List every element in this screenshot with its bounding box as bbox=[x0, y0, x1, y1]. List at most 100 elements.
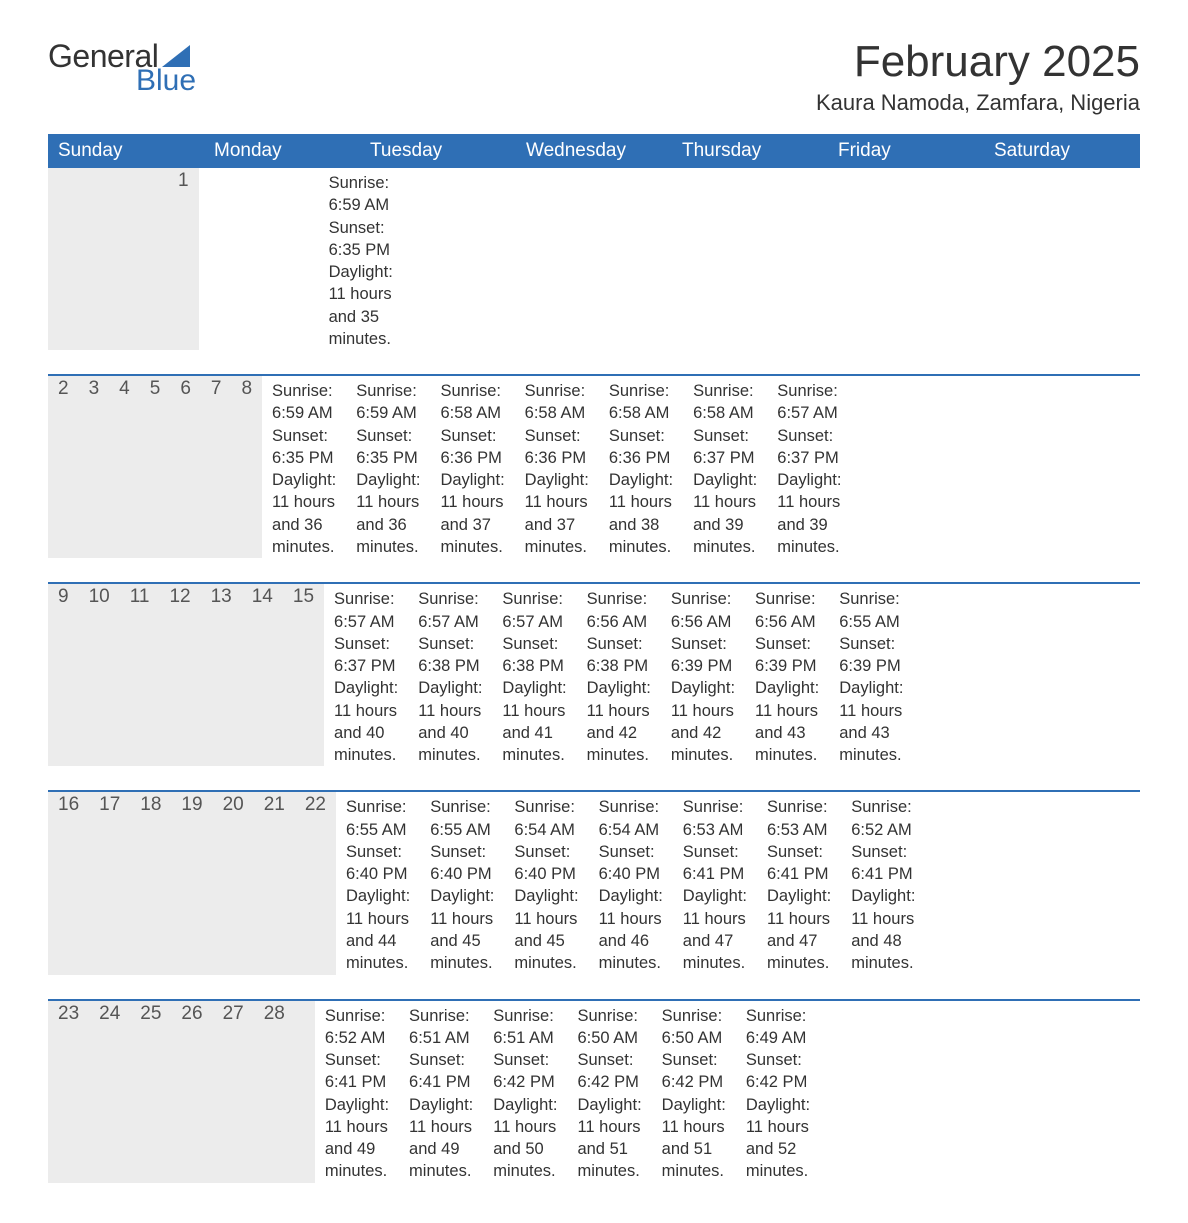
daylight1-text: Daylight: 11 hours bbox=[430, 885, 494, 930]
daylight1-text: Daylight: 11 hours bbox=[525, 469, 589, 514]
sunset-text: Sunset: 6:42 PM bbox=[577, 1049, 641, 1094]
daylight1-text: Daylight: 11 hours bbox=[671, 677, 735, 722]
day-number bbox=[108, 168, 128, 350]
daylight2-text: and 41 minutes. bbox=[502, 722, 566, 767]
daylight2-text: and 51 minutes. bbox=[577, 1138, 641, 1183]
logo-text-blue: Blue bbox=[136, 66, 196, 96]
day-cell: Sunrise: 6:52 AMSunset: 6:41 PMDaylight:… bbox=[315, 1001, 399, 1183]
sunrise-text: Sunrise: 6:58 AM bbox=[440, 380, 504, 425]
daylight1-text: Daylight: 11 hours bbox=[440, 469, 504, 514]
sunrise-text: Sunrise: 6:54 AM bbox=[514, 796, 578, 841]
day-number: 28 bbox=[254, 1001, 295, 1183]
sunset-text: Sunset: 6:38 PM bbox=[587, 633, 651, 678]
sunset-text: Sunset: 6:35 PM bbox=[272, 425, 336, 470]
daylight1-text: Daylight: 11 hours bbox=[599, 885, 663, 930]
day-cell: Sunrise: 6:52 AMSunset: 6:41 PMDaylight:… bbox=[841, 792, 925, 974]
day-cell: Sunrise: 6:58 AMSunset: 6:37 PMDaylight:… bbox=[683, 376, 767, 558]
daylight2-text: and 36 minutes. bbox=[272, 514, 336, 559]
daylight1-text: Daylight: 11 hours bbox=[662, 1094, 726, 1139]
calendar-week: 9101112131415Sunrise: 6:57 AMSunset: 6:3… bbox=[48, 582, 1140, 766]
day-cell bbox=[199, 168, 219, 350]
daylight2-text: and 49 minutes. bbox=[325, 1138, 389, 1183]
daylight2-text: and 45 minutes. bbox=[514, 930, 578, 975]
day-cell: Sunrise: 6:53 AMSunset: 6:41 PMDaylight:… bbox=[757, 792, 841, 974]
day-cell: Sunrise: 6:51 AMSunset: 6:41 PMDaylight:… bbox=[399, 1001, 483, 1183]
sunset-text: Sunset: 6:36 PM bbox=[525, 425, 589, 470]
day-number: 26 bbox=[171, 1001, 212, 1183]
sunset-text: Sunset: 6:40 PM bbox=[514, 841, 578, 886]
day-number bbox=[68, 168, 88, 350]
daylight1-text: Daylight: 11 hours bbox=[777, 469, 841, 514]
daynum-row: 1 bbox=[48, 168, 199, 350]
sunrise-text: Sunrise: 6:56 AM bbox=[671, 588, 735, 633]
weekday-label: Monday bbox=[204, 134, 360, 168]
daylight1-text: Daylight: 11 hours bbox=[746, 1094, 810, 1139]
sunrise-text: Sunrise: 6:52 AM bbox=[325, 1005, 389, 1050]
daylight2-text: and 43 minutes. bbox=[839, 722, 903, 767]
daylight1-text: Daylight: 11 hours bbox=[683, 885, 747, 930]
day-number: 9 bbox=[48, 584, 79, 766]
day-number: 27 bbox=[213, 1001, 254, 1183]
daylight2-text: and 48 minutes. bbox=[851, 930, 915, 975]
weekday-label: Wednesday bbox=[516, 134, 672, 168]
day-cell: Sunrise: 6:59 AMSunset: 6:35 PMDaylight:… bbox=[346, 376, 430, 558]
sunrise-text: Sunrise: 6:56 AM bbox=[587, 588, 651, 633]
sunrise-text: Sunrise: 6:55 AM bbox=[346, 796, 410, 841]
daylight2-text: and 40 minutes. bbox=[334, 722, 398, 767]
weekday-header-row: Sunday Monday Tuesday Wednesday Thursday… bbox=[48, 134, 1140, 168]
daylight2-text: and 45 minutes. bbox=[430, 930, 494, 975]
calendar-week: 2345678Sunrise: 6:59 AMSunset: 6:35 PMDa… bbox=[48, 374, 1140, 558]
day-cell: Sunrise: 6:57 AMSunset: 6:37 PMDaylight:… bbox=[767, 376, 851, 558]
sunrise-text: Sunrise: 6:57 AM bbox=[334, 588, 398, 633]
day-number bbox=[128, 168, 148, 350]
day-number: 19 bbox=[171, 792, 212, 974]
daylight1-text: Daylight: 11 hours bbox=[851, 885, 915, 930]
sunrise-text: Sunrise: 6:50 AM bbox=[577, 1005, 641, 1050]
sunset-text: Sunset: 6:41 PM bbox=[683, 841, 747, 886]
day-cell: Sunrise: 6:54 AMSunset: 6:40 PMDaylight:… bbox=[504, 792, 588, 974]
weekday-label: Tuesday bbox=[360, 134, 516, 168]
sunrise-text: Sunrise: 6:51 AM bbox=[409, 1005, 473, 1050]
daynum-row: 232425262728 bbox=[48, 1001, 315, 1183]
daylight2-text: and 37 minutes. bbox=[440, 514, 504, 559]
daynum-row: 2345678 bbox=[48, 376, 262, 558]
daylight1-text: Daylight: 11 hours bbox=[409, 1094, 473, 1139]
sunset-text: Sunset: 6:42 PM bbox=[746, 1049, 810, 1094]
sunset-text: Sunset: 6:36 PM bbox=[609, 425, 673, 470]
daylight2-text: and 51 minutes. bbox=[662, 1138, 726, 1183]
daybody-row: Sunrise: 6:52 AMSunset: 6:41 PMDaylight:… bbox=[315, 1001, 840, 1183]
header: General Blue February 2025 Kaura Namoda,… bbox=[48, 40, 1140, 116]
sunset-text: Sunset: 6:37 PM bbox=[693, 425, 757, 470]
sunrise-text: Sunrise: 6:58 AM bbox=[609, 380, 673, 425]
sunset-text: Sunset: 6:39 PM bbox=[755, 633, 819, 678]
day-number: 16 bbox=[48, 792, 89, 974]
sunrise-text: Sunrise: 6:52 AM bbox=[851, 796, 915, 841]
day-number: 25 bbox=[130, 1001, 171, 1183]
daylight1-text: Daylight: 11 hours bbox=[334, 677, 398, 722]
daylight2-text: and 39 minutes. bbox=[693, 514, 757, 559]
day-cell: Sunrise: 6:57 AMSunset: 6:38 PMDaylight:… bbox=[492, 584, 576, 766]
day-number: 6 bbox=[170, 376, 201, 558]
daybody-row: Sunrise: 6:59 AMSunset: 6:35 PMDaylight:… bbox=[199, 168, 403, 350]
daylight2-text: and 39 minutes. bbox=[777, 514, 841, 559]
day-number: 8 bbox=[231, 376, 262, 558]
daylight2-text: and 36 minutes. bbox=[356, 514, 420, 559]
day-number bbox=[295, 1001, 315, 1183]
weekday-label: Saturday bbox=[984, 134, 1140, 168]
sunset-text: Sunset: 6:41 PM bbox=[409, 1049, 473, 1094]
sunset-text: Sunset: 6:41 PM bbox=[851, 841, 915, 886]
daylight2-text: and 44 minutes. bbox=[346, 930, 410, 975]
sunrise-text: Sunrise: 6:59 AM bbox=[272, 380, 336, 425]
day-number: 22 bbox=[295, 792, 336, 974]
title-block: February 2025 Kaura Namoda, Zamfara, Nig… bbox=[816, 40, 1140, 116]
daylight2-text: and 49 minutes. bbox=[409, 1138, 473, 1183]
day-cell: Sunrise: 6:56 AMSunset: 6:39 PMDaylight:… bbox=[745, 584, 829, 766]
day-number: 11 bbox=[120, 584, 160, 766]
day-cell: Sunrise: 6:54 AMSunset: 6:40 PMDaylight:… bbox=[589, 792, 673, 974]
sunrise-text: Sunrise: 6:49 AM bbox=[746, 1005, 810, 1050]
day-number bbox=[148, 168, 168, 350]
day-number: 24 bbox=[89, 1001, 130, 1183]
daylight1-text: Daylight: 11 hours bbox=[325, 1094, 389, 1139]
calendar-week: 1Sunrise: 6:59 AMSunset: 6:35 PMDaylight… bbox=[48, 168, 1140, 350]
day-cell: Sunrise: 6:55 AMSunset: 6:40 PMDaylight:… bbox=[336, 792, 420, 974]
